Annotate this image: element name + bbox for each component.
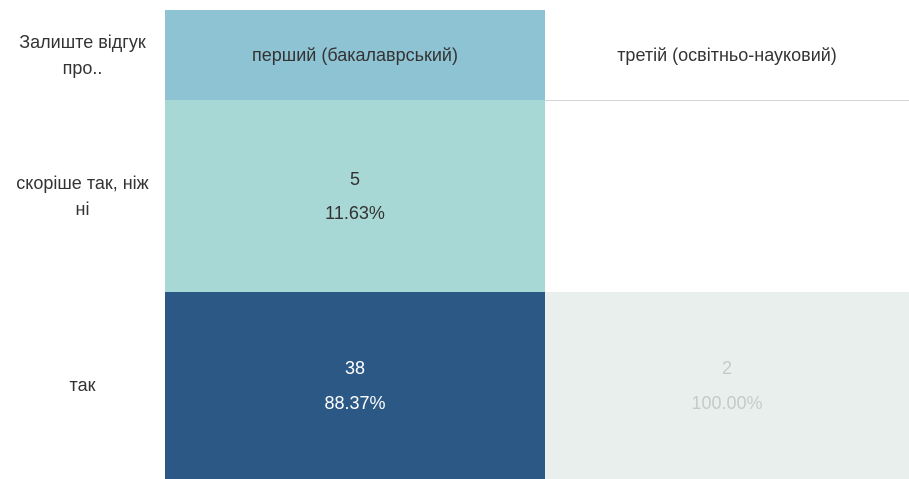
cell: 38 88.37% [165,292,545,479]
cell: 5 11.63% [165,100,545,292]
cell: 2 100.00% [545,292,909,479]
header-rule [545,100,909,101]
cell-percent: 88.37% [324,392,386,413]
cell-count: 2 [721,358,732,379]
cell-percent: 100.00% [691,392,763,413]
column-header: перший (бакалаврський) [165,10,545,100]
row-header: скоріше так, ніж ні [16,172,149,219]
corner-header: Залиште відгук про.. [19,31,146,78]
cell-count: 5 [349,168,360,189]
cell-count: 38 [344,358,366,379]
row-header: так [69,375,96,396]
column-header: третій (освітньо-науковий) [545,10,909,100]
cell-percent: 11.63% [325,203,385,223]
